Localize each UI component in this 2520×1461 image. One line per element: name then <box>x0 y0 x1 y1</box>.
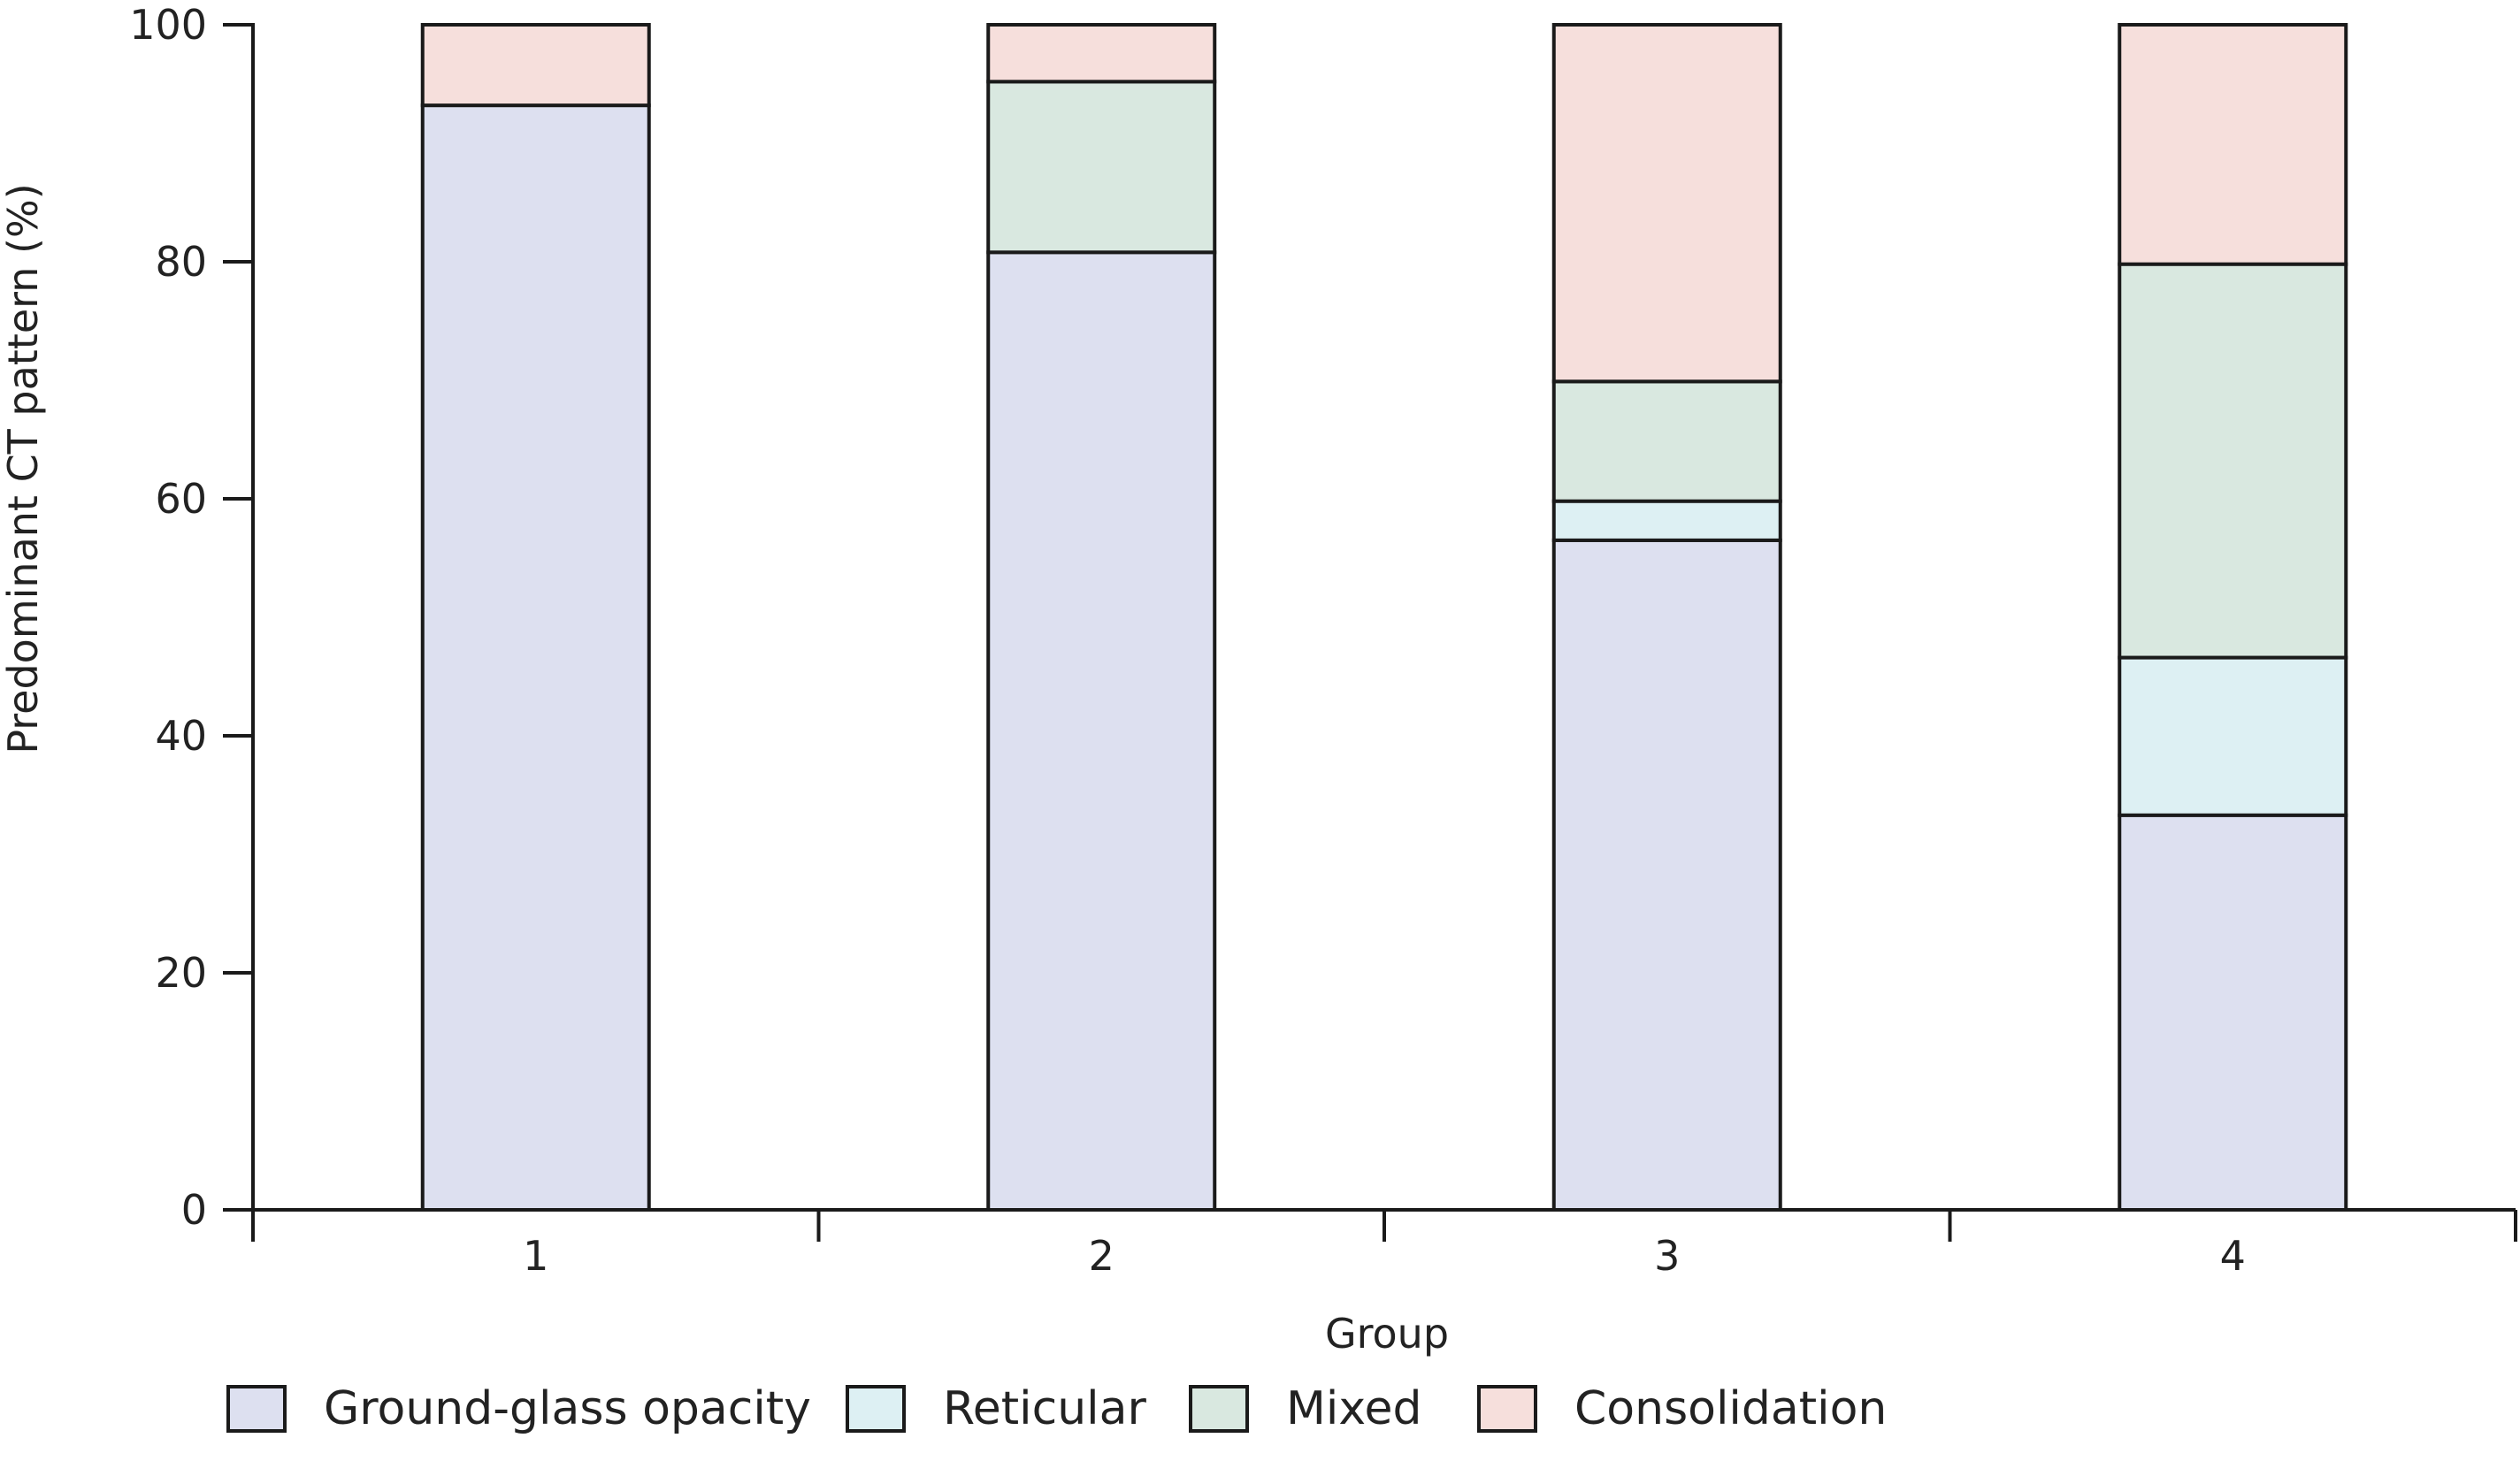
bar-segment-group-4-series-1 <box>2118 655 2348 817</box>
bar-segment-group-3-series-2 <box>1551 379 1782 503</box>
x-ticks: 1 2 3 4 <box>251 1210 2517 1280</box>
bar-segment-group-1-series-3 <box>420 23 651 108</box>
bars-layer <box>420 23 2348 1212</box>
bar-segment-group-3-series-1 <box>1551 499 1782 542</box>
legend-label-2: Mixed <box>1286 1382 1422 1435</box>
x-tick-label: 3 <box>1654 1232 1680 1280</box>
bar-segment-group-2-series-2 <box>986 80 1217 255</box>
bar-segment-group-4-series-2 <box>2118 262 2348 660</box>
bar-segment-group-4-series-3 <box>2118 23 2348 266</box>
y-ticks: 0 20 40 60 80 100 <box>129 1 253 1234</box>
bar-segment-group-1-series-0 <box>420 103 651 1212</box>
y-tick-label: 60 <box>155 475 207 523</box>
bar-segment-group-3-series-3 <box>1551 23 1782 384</box>
bar-segment-group-3-series-0 <box>1551 538 1782 1212</box>
legend-swatch-2 <box>1189 1385 1249 1433</box>
y-tick-label: 0 <box>181 1186 207 1234</box>
x-tick-label: 2 <box>1089 1232 1114 1280</box>
y-tick-label: 80 <box>155 238 207 286</box>
y-tick-label: 40 <box>155 712 207 760</box>
x-axis-title: Group <box>1325 1310 1449 1358</box>
y-tick-label: 100 <box>129 1 207 49</box>
x-tick-label: 4 <box>2220 1232 2246 1280</box>
legend-swatch-0 <box>226 1385 287 1433</box>
bar-segment-group-4-series-0 <box>2118 813 2348 1212</box>
bar-segment-group-2-series-0 <box>986 250 1217 1212</box>
bar-segment-group-2-series-3 <box>986 23 1217 84</box>
y-axis-title: Predominant CT pattern (%) <box>0 183 47 753</box>
legend-label-3: Consolidation <box>1574 1382 1887 1435</box>
legend-swatch-3 <box>1477 1385 1537 1433</box>
legend: Ground-glass opacity Reticular Mixed Consol… <box>226 1382 1887 1435</box>
x-tick-label: 1 <box>523 1232 548 1280</box>
legend-label-1: Reticular <box>943 1382 1146 1435</box>
legend-swatch-1 <box>846 1385 906 1433</box>
y-tick-label: 20 <box>155 949 207 997</box>
legend-label-0: Ground-glass opacity <box>324 1382 811 1435</box>
